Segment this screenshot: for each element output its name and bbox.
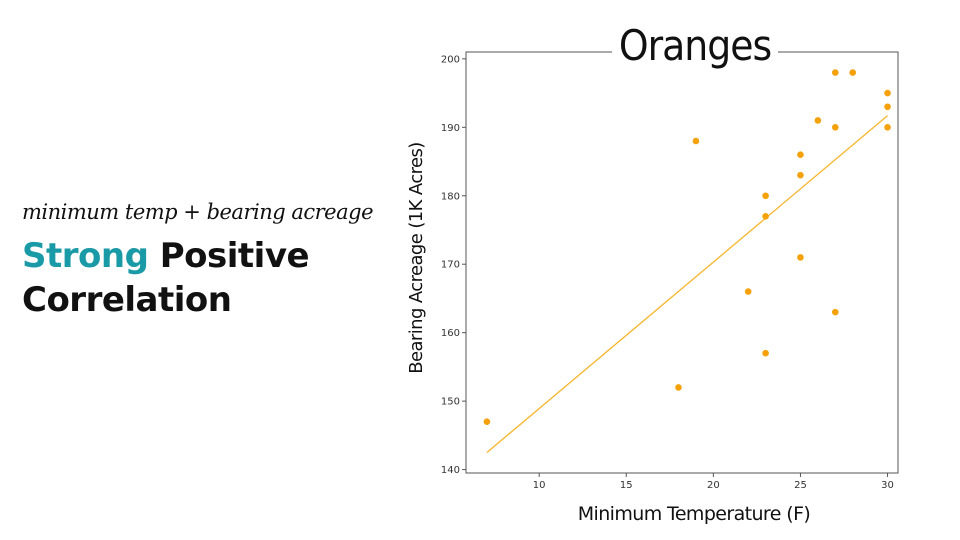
y-tick-label: 150	[441, 397, 460, 408]
y-tick-label: 190	[441, 123, 460, 134]
y-tick-label: 170	[441, 260, 460, 271]
data-point	[797, 171, 804, 179]
chart-title-background	[612, 20, 778, 76]
y-tick-label: 140	[441, 465, 460, 476]
data-point	[797, 254, 804, 261]
x-tick-label: 30	[881, 480, 894, 491]
data-point	[831, 308, 839, 316]
data-point	[483, 418, 491, 425]
y-tick-label: 180	[441, 191, 460, 202]
headline-rest: Positive Correlation	[22, 236, 310, 320]
data-point	[831, 124, 839, 131]
data-point	[675, 384, 682, 391]
data-point	[744, 288, 752, 295]
data-point	[762, 349, 769, 357]
data-point	[884, 89, 891, 97]
x-tick-label: 10	[533, 480, 546, 491]
data-point	[762, 192, 769, 200]
trend-line	[486, 115, 888, 453]
data-point	[884, 103, 891, 111]
data-point	[831, 69, 839, 76]
y-tick-label: 160	[441, 328, 460, 339]
y-tick-label: 200	[441, 54, 460, 65]
chart-title: Oranges	[618, 21, 772, 70]
x-tick-label: 25	[794, 480, 807, 491]
data-point	[692, 137, 700, 145]
data-point	[762, 212, 769, 220]
plot-frame	[465, 51, 899, 474]
data-point	[884, 124, 891, 131]
data-point	[797, 151, 804, 158]
x-tick-label: 15	[620, 480, 633, 491]
x-tick-label: 20	[707, 480, 720, 491]
x-axis-label: Minimum Temperature (F)	[577, 503, 811, 525]
headline-accent-word: Strong	[22, 236, 149, 276]
data-point	[849, 69, 857, 76]
slide-headline: Strong Positive Correlation	[22, 234, 362, 322]
slide-subtitle: minimum temp + bearing acreage	[22, 200, 374, 224]
y-axis-label: Bearing Acreage (1K Acres)	[406, 142, 427, 374]
data-point	[814, 117, 822, 124]
